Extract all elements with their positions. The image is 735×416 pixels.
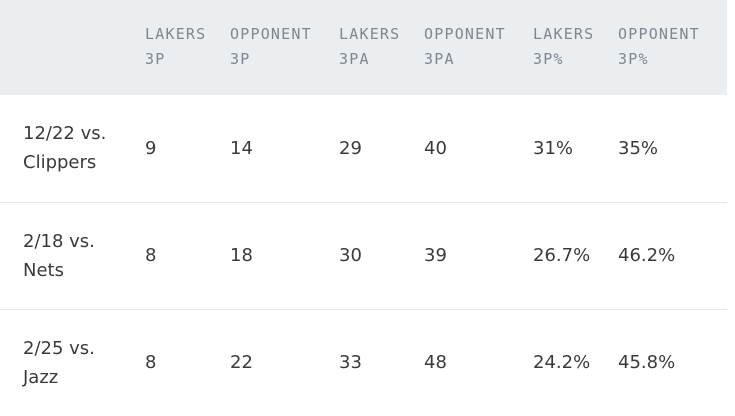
header-label-line2: 3P%	[618, 50, 649, 68]
header-label-line1: OPPONENT	[230, 25, 312, 43]
opponent-3p-cell: 22	[230, 352, 253, 374]
header-label-line2: 3P	[230, 50, 251, 68]
header-label-line1: OPPONENT	[618, 25, 700, 43]
lakers-3pa-cell: 30	[339, 245, 362, 266]
header-lakers-3p-pct: LAKERS 3P%	[533, 0, 618, 95]
header-opponent-3pa: OPPONENT 3PA	[424, 0, 533, 95]
header-row: LAKERS 3P OPPONENT 3P LAKERS 3PA OPPONEN…	[0, 0, 727, 95]
header-lakers-3pa: LAKERS 3PA	[339, 0, 424, 95]
opponent-3p-cell: 14	[230, 137, 253, 159]
lakers-3pa-cell: 29	[339, 137, 362, 159]
opponent-3p-pct-cell: 35%	[618, 137, 659, 159]
opponent-3p-pct-cell: 45.8%	[618, 352, 676, 374]
game-opponent: Jazz	[23, 366, 59, 388]
header-label-line2: 3PA	[339, 50, 370, 68]
game-cell: 2/18 vs. Nets	[0, 202, 145, 309]
header-label-line2: 3P%	[533, 50, 564, 68]
lakers-3p-pct-cell: 24.2%	[533, 352, 591, 374]
table-row: 2/25 vs. Jazz 8 22 33 48 24.2% 45.8%	[0, 309, 727, 416]
game-opponent: Nets	[23, 259, 64, 281]
header-label-line1: LAKERS	[145, 25, 207, 43]
header-opponent-3p: OPPONENT 3P	[230, 0, 339, 95]
table-body: 12/22 vs. Clippers 9 14 29 40 31% 35% 2/…	[0, 95, 727, 416]
opponent-3p-pct-cell: 46.2%	[618, 245, 676, 266]
game-opponent: Clippers	[23, 152, 97, 174]
game-date: 12/22 vs.	[23, 123, 107, 145]
header-game	[0, 0, 145, 95]
opponent-3pa-cell: 48	[424, 352, 447, 374]
header-label-line2: 3PA	[424, 50, 455, 68]
table-row: 2/18 vs. Nets 8 18 30 39 26.7% 46.2%	[0, 202, 727, 309]
table-header: LAKERS 3P OPPONENT 3P LAKERS 3PA OPPONEN…	[0, 0, 727, 95]
lakers-3p-cell: 8	[145, 245, 157, 266]
header-opponent-3p-pct: OPPONENT 3P%	[618, 0, 727, 95]
game-date: 2/25 vs.	[23, 337, 95, 359]
game-cell: 2/25 vs. Jazz	[0, 309, 145, 416]
table-row: 12/22 vs. Clippers 9 14 29 40 31% 35%	[0, 95, 727, 202]
opponent-3pa-cell: 40	[424, 137, 447, 159]
lakers-3p-pct-cell: 31%	[533, 137, 574, 159]
game-cell: 12/22 vs. Clippers	[0, 95, 145, 202]
lakers-3p-cell: 8	[145, 352, 157, 374]
header-label-line1: OPPONENT	[424, 25, 506, 43]
lakers-3p-cell: 9	[145, 137, 157, 159]
header-lakers-3p: LAKERS 3P	[145, 0, 230, 95]
header-label-line1: LAKERS	[339, 25, 401, 43]
game-date: 2/18 vs.	[23, 230, 95, 252]
header-label-line1: LAKERS	[533, 25, 595, 43]
opponent-3p-cell: 18	[230, 245, 253, 266]
header-label-line2: 3P	[145, 50, 166, 68]
lakers-3pa-cell: 33	[339, 352, 362, 374]
lakers-3p-pct-cell: 26.7%	[533, 245, 591, 266]
opponent-3pa-cell: 39	[424, 245, 447, 266]
